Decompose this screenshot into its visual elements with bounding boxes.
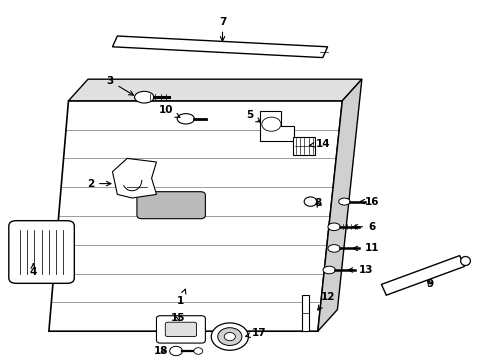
Polygon shape: [317, 79, 361, 331]
Circle shape: [169, 346, 182, 356]
Polygon shape: [112, 36, 327, 58]
Text: 5: 5: [245, 110, 260, 122]
Bar: [302, 295, 308, 331]
Polygon shape: [112, 158, 156, 198]
Text: 17: 17: [245, 328, 266, 338]
FancyBboxPatch shape: [156, 316, 205, 343]
Text: 3: 3: [106, 76, 133, 95]
Text: 2: 2: [87, 179, 111, 189]
Circle shape: [304, 197, 316, 206]
Circle shape: [211, 323, 248, 350]
Text: 12: 12: [317, 292, 334, 310]
Text: 9: 9: [426, 279, 433, 289]
Ellipse shape: [327, 223, 340, 231]
FancyBboxPatch shape: [165, 322, 196, 337]
Text: 15: 15: [171, 312, 185, 323]
Circle shape: [224, 333, 235, 341]
Ellipse shape: [323, 266, 335, 274]
Text: 10: 10: [159, 105, 180, 117]
Circle shape: [261, 117, 281, 131]
Bar: [293, 137, 315, 155]
Text: 13: 13: [347, 265, 372, 275]
Ellipse shape: [177, 114, 194, 124]
Ellipse shape: [134, 91, 154, 103]
Circle shape: [217, 328, 242, 346]
Text: 16: 16: [360, 197, 378, 207]
Text: 4: 4: [29, 264, 37, 277]
Ellipse shape: [460, 256, 469, 265]
Polygon shape: [260, 111, 294, 141]
Text: 14: 14: [309, 139, 329, 149]
Text: 7: 7: [218, 17, 226, 41]
Ellipse shape: [338, 198, 349, 205]
Text: 18: 18: [154, 346, 168, 356]
Text: 1: 1: [177, 289, 185, 306]
Text: 6: 6: [352, 222, 374, 232]
Polygon shape: [381, 256, 464, 295]
Ellipse shape: [327, 245, 340, 252]
Text: 11: 11: [352, 243, 378, 253]
FancyBboxPatch shape: [9, 221, 74, 283]
Polygon shape: [68, 79, 361, 101]
FancyBboxPatch shape: [137, 192, 205, 219]
Circle shape: [193, 348, 203, 354]
Text: 8: 8: [314, 198, 321, 208]
Polygon shape: [49, 101, 342, 331]
